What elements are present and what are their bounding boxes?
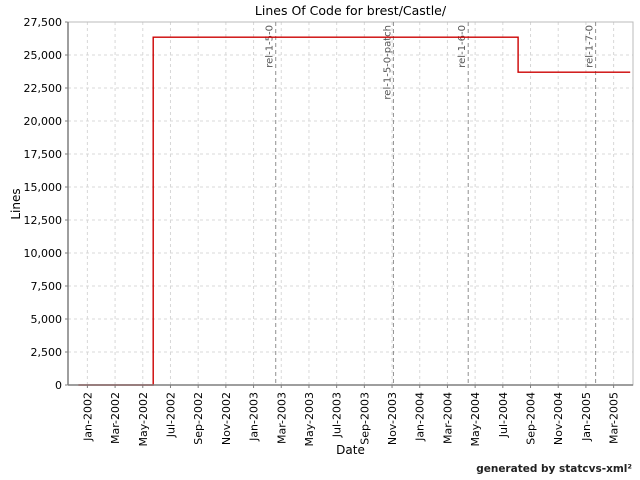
x-tick-label: Jul-2004 bbox=[497, 392, 510, 438]
x-tick-label: Nov-2002 bbox=[220, 392, 233, 445]
chart-title: Lines Of Code for brest/Castle/ bbox=[254, 3, 447, 18]
x-tick-label: Jan-2002 bbox=[81, 392, 94, 442]
y-tick-label: 15,000 bbox=[24, 181, 63, 194]
x-tick-label: Mar-2003 bbox=[275, 392, 288, 444]
release-marker-label: rel-1-5-0 bbox=[265, 25, 276, 68]
x-tick-label: Mar-2002 bbox=[109, 392, 122, 444]
y-tick-label: 5,000 bbox=[31, 313, 63, 326]
x-tick-label: May-2002 bbox=[137, 392, 150, 447]
y-tick-label: 2,500 bbox=[31, 346, 63, 359]
x-tick-label: Nov-2004 bbox=[552, 392, 565, 445]
x-tick-label: Sep-2002 bbox=[192, 392, 205, 445]
y-tick-label: 10,000 bbox=[24, 247, 63, 260]
y-tick-label: 0 bbox=[55, 379, 62, 392]
x-tick-label: Sep-2004 bbox=[525, 392, 538, 445]
x-tick-label: Nov-2003 bbox=[386, 392, 399, 445]
footer-credit: generated by statcvs-xml² bbox=[476, 463, 632, 475]
y-tick-label: 17,500 bbox=[24, 148, 63, 161]
x-tick-label: Jan-2005 bbox=[580, 392, 593, 442]
x-tick-label: Mar-2004 bbox=[441, 392, 454, 444]
x-tick-label: May-2004 bbox=[469, 392, 482, 447]
x-tick-label: Jan-2003 bbox=[248, 392, 261, 442]
x-tick-label: Sep-2003 bbox=[358, 392, 371, 445]
y-tick-label: 27,500 bbox=[24, 16, 63, 29]
x-tick-label: Mar-2005 bbox=[608, 392, 621, 444]
x-axis-label: Date bbox=[336, 443, 365, 457]
release-marker-label: rel-1-7-0 bbox=[585, 25, 596, 68]
y-tick-label: 7,500 bbox=[31, 280, 63, 293]
x-tick-label: Jan-2004 bbox=[414, 392, 427, 442]
y-tick-label: 25,000 bbox=[24, 49, 63, 62]
release-marker-label: rel-1-6-0 bbox=[457, 25, 468, 68]
series-line bbox=[78, 36, 631, 386]
x-tick-label: Jul-2002 bbox=[164, 392, 177, 438]
x-tick-label: Jul-2003 bbox=[331, 392, 344, 438]
y-tick-label: 20,000 bbox=[24, 115, 63, 128]
y-tick-label: 12,500 bbox=[24, 214, 63, 227]
y-tick-label: 22,500 bbox=[24, 82, 63, 95]
x-tick-label: May-2003 bbox=[303, 392, 316, 447]
release-marker-label: rel-1-5-0-patch bbox=[382, 25, 393, 100]
